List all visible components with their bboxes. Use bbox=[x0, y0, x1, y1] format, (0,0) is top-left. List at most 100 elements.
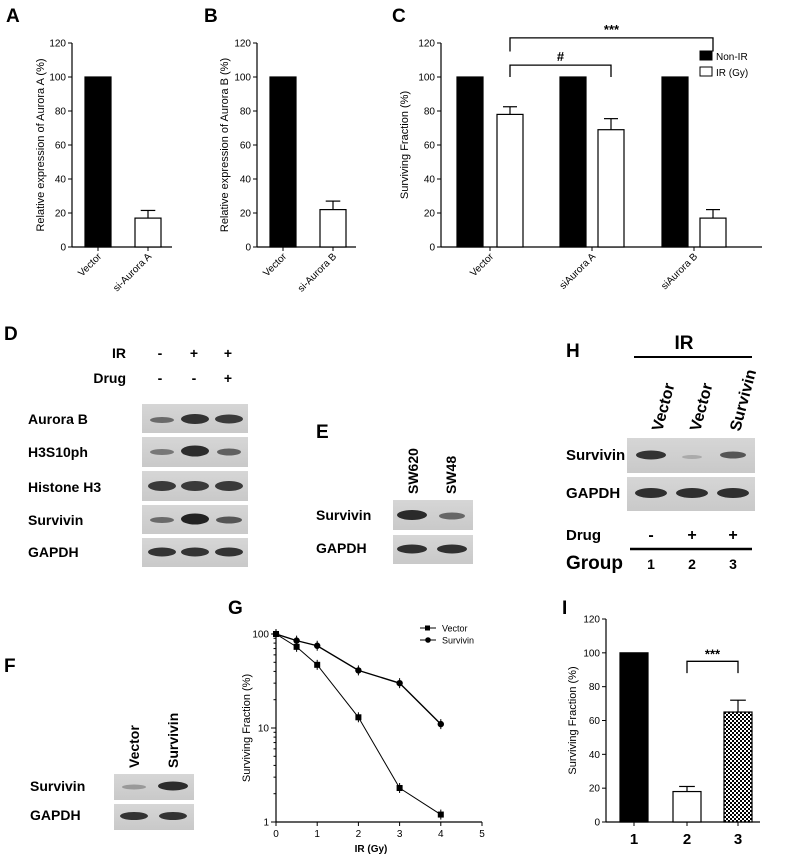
x-tick-label: 4 bbox=[438, 829, 444, 840]
band-label-survivin: Survivin bbox=[316, 507, 371, 523]
band bbox=[122, 784, 146, 790]
band bbox=[439, 512, 465, 520]
panel-f-blot: Vector Survivin Survivin GAPDH bbox=[30, 713, 194, 830]
condition-label-ir: IR bbox=[112, 345, 126, 361]
x-axis-label: IR (Gy) bbox=[355, 844, 388, 855]
lane-label-survivin: Survivin bbox=[727, 368, 760, 433]
band-label-gapdh: GAPDH bbox=[28, 544, 79, 560]
data-point bbox=[396, 784, 403, 791]
data-point bbox=[293, 643, 300, 650]
panel-letter-c: C bbox=[392, 6, 406, 27]
y-tick-label: 20 bbox=[240, 209, 252, 220]
panel-letter-h: H bbox=[566, 341, 580, 362]
significance-label: *** bbox=[604, 22, 620, 37]
bar bbox=[723, 711, 753, 823]
y-tick-label: 20 bbox=[424, 209, 436, 220]
legend-marker bbox=[425, 625, 430, 631]
y-tick-label: 60 bbox=[589, 716, 601, 727]
bar bbox=[84, 76, 112, 248]
band-label-histone-h3: Histone H3 bbox=[28, 479, 101, 495]
band-label-gapdh: GAPDH bbox=[316, 540, 367, 556]
y-tick-label: 120 bbox=[49, 39, 66, 50]
band bbox=[215, 481, 243, 491]
drug-lane2: + bbox=[687, 527, 696, 544]
panel-letter-b: B bbox=[204, 6, 218, 27]
group-label: Group bbox=[566, 553, 623, 574]
y-tick-label: 60 bbox=[424, 141, 436, 152]
data-point bbox=[293, 637, 300, 644]
band bbox=[397, 510, 427, 520]
y-tick-label: 100 bbox=[234, 73, 251, 84]
significance-label: *** bbox=[705, 646, 721, 661]
data-point bbox=[314, 661, 321, 668]
lane-label-vector-2: Vector bbox=[687, 381, 716, 433]
lane-label-sw620: SW620 bbox=[405, 448, 421, 494]
x-tick-label: 5 bbox=[479, 829, 485, 840]
lane-label-sw48: SW48 bbox=[443, 456, 459, 494]
bar bbox=[496, 113, 524, 248]
panel-letter-e: E bbox=[316, 422, 329, 443]
y-tick-label: 40 bbox=[240, 175, 252, 186]
band bbox=[636, 450, 666, 460]
group-2: 2 bbox=[688, 556, 696, 572]
band bbox=[150, 517, 174, 523]
legend-label: Vector bbox=[442, 624, 468, 634]
y-tick-label: 120 bbox=[234, 39, 251, 50]
panel-letter-i: I bbox=[562, 598, 567, 619]
y-tick-label: 20 bbox=[589, 784, 601, 795]
legend-swatch bbox=[699, 66, 713, 77]
y-tick-label: 60 bbox=[55, 141, 67, 152]
y-tick-label: 100 bbox=[418, 73, 435, 84]
band-label-aurora-b: Aurora B bbox=[28, 411, 88, 427]
band bbox=[437, 544, 467, 554]
legend-label: IR (Gy) bbox=[716, 68, 748, 79]
y-tick-label: 100 bbox=[583, 648, 600, 659]
bar bbox=[661, 76, 689, 248]
band bbox=[216, 516, 242, 524]
band-label-h3s10ph: H3S10ph bbox=[28, 444, 88, 460]
band bbox=[217, 448, 241, 456]
ir-lane1: - bbox=[158, 345, 163, 361]
bar bbox=[456, 76, 484, 248]
y-tick-label: 1 bbox=[263, 818, 269, 829]
x-tick-label: 3 bbox=[734, 831, 742, 848]
significance-bracket bbox=[686, 660, 739, 674]
y-tick-label: 40 bbox=[55, 175, 67, 186]
data-point bbox=[314, 642, 321, 649]
x-tick-label: Vector bbox=[76, 251, 104, 279]
bar bbox=[134, 217, 162, 248]
band-label-gapdh: GAPDH bbox=[566, 485, 620, 502]
data-point bbox=[437, 720, 444, 728]
bar bbox=[559, 76, 587, 248]
y-tick-label: 100 bbox=[252, 630, 269, 641]
condition-label-drug: Drug bbox=[93, 370, 126, 386]
x-tick-label: 1 bbox=[630, 831, 638, 848]
y-tick-label: 80 bbox=[55, 107, 67, 118]
panel-letter-f: F bbox=[4, 656, 16, 677]
group-3: 3 bbox=[729, 556, 737, 572]
x-tick-label: Vector bbox=[261, 251, 289, 279]
bar bbox=[699, 217, 727, 248]
data-point bbox=[272, 630, 280, 638]
band bbox=[397, 544, 427, 554]
x-tick-label: 3 bbox=[397, 829, 403, 840]
y-tick-label: 10 bbox=[258, 724, 270, 735]
y-tick-label: 0 bbox=[60, 243, 66, 254]
bar bbox=[619, 652, 649, 823]
y-tick-label: 80 bbox=[589, 682, 601, 693]
x-tick-label: Vector bbox=[468, 251, 496, 279]
band-label-survivin: Survivin bbox=[30, 778, 85, 794]
lane-label-vector-1: Vector bbox=[649, 381, 678, 433]
band bbox=[635, 488, 667, 498]
x-tick-label: 0 bbox=[273, 829, 279, 840]
band bbox=[120, 812, 148, 820]
y-tick-label: 60 bbox=[240, 141, 252, 152]
y-tick-label: 80 bbox=[240, 107, 252, 118]
drug-lane3: + bbox=[728, 527, 737, 544]
drug-lane1: - bbox=[648, 527, 653, 544]
panel-letter-d: D bbox=[4, 324, 18, 345]
y-tick-label: 100 bbox=[49, 73, 66, 84]
data-point bbox=[437, 811, 444, 818]
y-axis-label: Surviving Fraction (%) bbox=[567, 666, 579, 774]
